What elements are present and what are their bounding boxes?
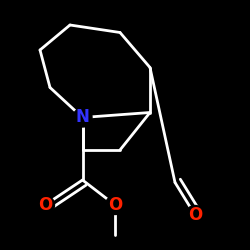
Circle shape bbox=[106, 196, 124, 214]
Circle shape bbox=[186, 206, 204, 225]
Text: O: O bbox=[38, 196, 52, 214]
Text: O: O bbox=[108, 196, 122, 214]
Text: O: O bbox=[188, 206, 202, 224]
Circle shape bbox=[36, 196, 54, 214]
Text: N: N bbox=[76, 108, 90, 126]
Circle shape bbox=[73, 108, 92, 127]
